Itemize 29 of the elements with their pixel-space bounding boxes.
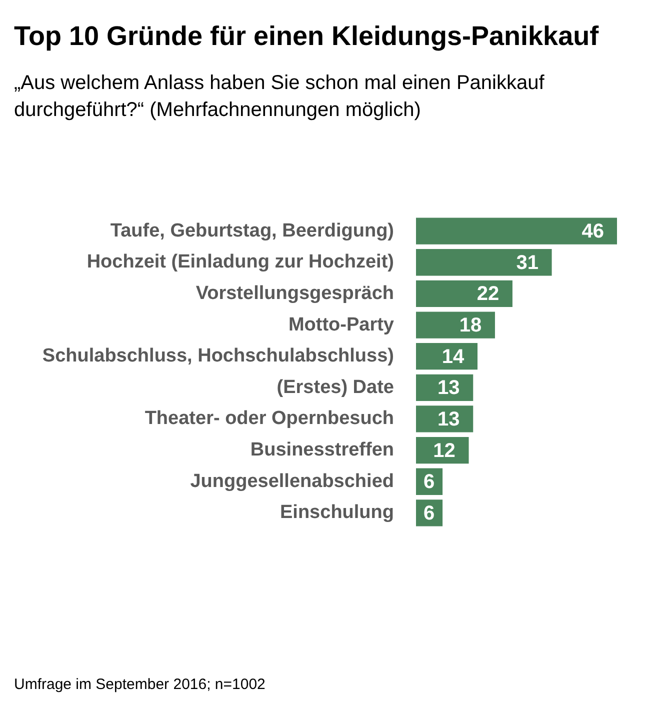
y-tick-label: Hochzeit (Einladung zur Hochzeit) (86, 252, 394, 273)
y-tick-label: (Erstes) Date (276, 376, 394, 398)
data-label: 13 (438, 377, 460, 400)
y-tick-label: Junggesellenabschied (190, 470, 394, 492)
y-tick-label: Businesstreffen (250, 440, 394, 461)
chart-subtitle: „Aus welchem Anlass haben Sie schon mal einen Panikkauf durchgeführt?“ (Mehrfachnennungen möglich) (14, 71, 546, 123)
y-tick-label: Motto-Party (288, 314, 394, 336)
bar (416, 312, 495, 338)
data-label: 18 (459, 314, 482, 337)
bar (416, 249, 552, 276)
text: Umfrage im September 2016; n=1002 (14, 676, 266, 694)
data-label: 13 (438, 408, 460, 430)
bar (416, 280, 512, 308)
y-tick-label: Vorstellungsgespräch (196, 282, 394, 304)
chart-title: Top 10 Gründe für einen Kleidungs-Panikkauf (14, 20, 599, 52)
y-tick-label: Taufe, Geburtstag, Beerdigung) (110, 220, 394, 242)
data-label: 6 (424, 471, 435, 494)
data-label: 14 (442, 346, 466, 368)
bar (416, 343, 478, 370)
data-label: 6 (424, 502, 435, 524)
data-label: 46 (582, 220, 604, 243)
data-label: 31 (516, 252, 538, 274)
data-label: 22 (476, 283, 500, 306)
bar (416, 406, 474, 432)
data-label: 12 (433, 440, 456, 462)
y-tick-label: Schulabschluss, Hochschulabschluss) (42, 346, 394, 367)
y-tick-label: Einschulung (280, 502, 394, 524)
bar (416, 218, 617, 244)
y-tick-label: Theater- oder Opernbesuch (144, 408, 394, 430)
